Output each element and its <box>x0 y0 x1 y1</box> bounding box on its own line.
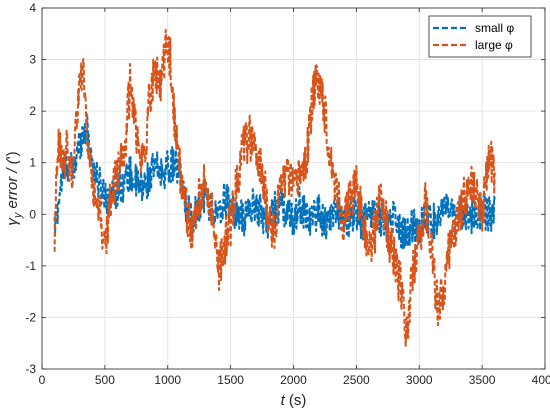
y-tick-label: 0 <box>29 207 36 221</box>
series-layer <box>53 28 496 347</box>
y-axis-unit: ʹ <box>4 156 21 159</box>
x-tick-label: 1000 <box>154 373 181 387</box>
y-tick-label: 3 <box>29 53 36 67</box>
y-tick-label: -2 <box>25 310 36 324</box>
legend: small φ large φ <box>428 15 532 58</box>
y-axis-subscript: y <box>12 211 24 219</box>
legend-label-small-phi: small φ <box>475 21 514 35</box>
y-tick-label: 2 <box>29 104 36 118</box>
axis-ticks <box>41 7 546 370</box>
x-tick-label: 3000 <box>406 373 433 387</box>
y-axis-close: ) <box>4 151 21 156</box>
x-tick-label: 0 <box>39 373 46 387</box>
x-axis-label: t (s) <box>281 392 307 409</box>
legend-box <box>428 15 532 58</box>
plot-area <box>41 7 546 370</box>
y-tick-label: -1 <box>25 259 36 273</box>
x-tick-label: 1500 <box>217 373 244 387</box>
tick-labels: 0 500 1000 1500 2000 2500 3000 3500 4000 -3 -2 -1 0 1… <box>25 1 550 387</box>
legend-label-large-phi: large φ <box>475 38 513 52</box>
x-tick-label: 3500 <box>469 373 496 387</box>
y-axis-main: error / ( <box>4 157 21 212</box>
x-axis-unit: (s) <box>285 392 307 409</box>
series-line-large-phi <box>53 28 496 347</box>
y-tick-label: -3 <box>25 362 36 376</box>
x-tick-label: 4000 <box>532 373 550 387</box>
x-tick-label: 2000 <box>280 373 307 387</box>
y-tick-label: 1 <box>29 156 36 170</box>
x-tick-label: 2500 <box>343 373 370 387</box>
x-tick-label: 500 <box>95 373 115 387</box>
x-axis-symbol: t <box>281 392 286 409</box>
y-axis-label: γy error / (ʹ) <box>4 151 24 225</box>
y-tick-label: 4 <box>29 1 36 15</box>
y-axis-symbol: γ <box>4 217 21 226</box>
